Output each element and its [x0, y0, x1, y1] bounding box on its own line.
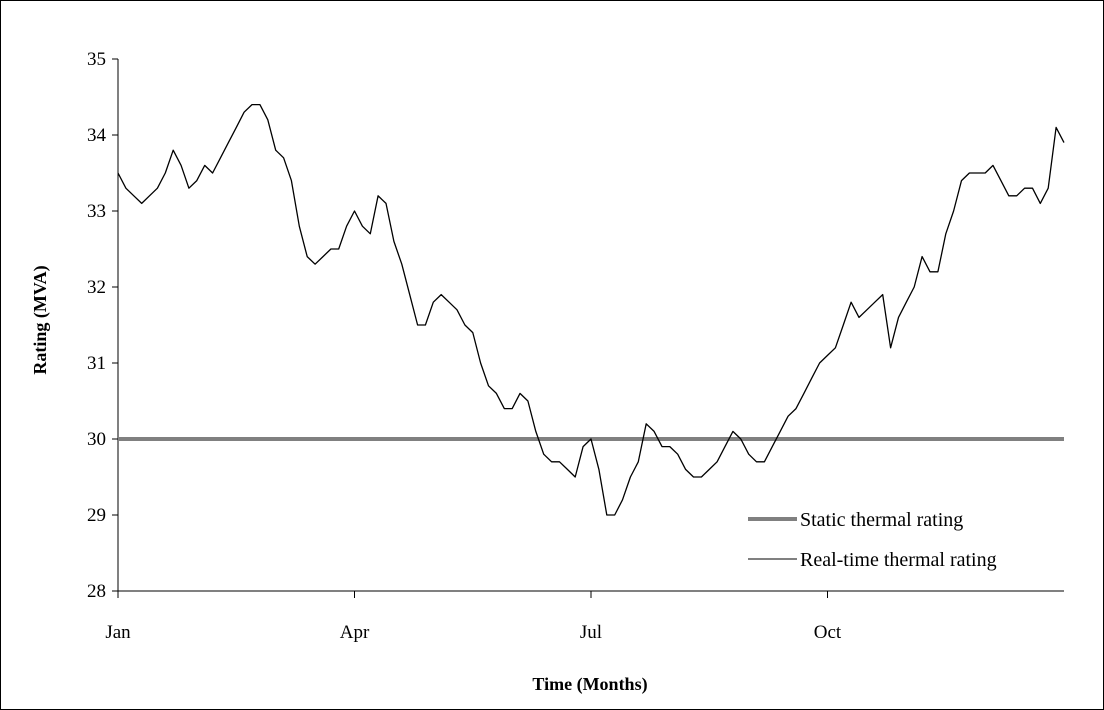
x-tick-label: Apr	[340, 622, 370, 643]
y-tick-label: 28	[87, 581, 106, 602]
y-tick-label: 32	[87, 277, 106, 298]
legend-label-realtime: Real-time thermal rating	[800, 549, 997, 571]
y-axis-ticks: 28 29 30 31 32 33 34 35	[87, 49, 118, 602]
x-axis-ticks: Jan Apr Jul Oct	[105, 591, 842, 643]
x-tick-label: Jan	[105, 622, 131, 643]
y-tick-label: 30	[87, 429, 106, 450]
y-tick-label: 31	[87, 353, 106, 374]
y-tick-label: 35	[87, 49, 106, 70]
plot-area: 28 29 30 31 32 33 34 35 Jan Apr Jul Oct	[87, 49, 1065, 643]
x-tick-label: Jul	[580, 622, 602, 643]
real-time-thermal-rating-line	[117, 103, 1065, 516]
legend-label-static: Static thermal rating	[800, 509, 963, 531]
y-tick-label: 34	[87, 125, 107, 146]
y-tick-label: 33	[87, 201, 106, 222]
y-tick-label: 29	[87, 505, 106, 526]
series-group	[117, 103, 1065, 516]
y-axis-title: Rating (MVA)	[30, 265, 51, 374]
x-tick-label: Oct	[814, 622, 842, 643]
legend: Static thermal rating Real-time thermal …	[748, 509, 997, 571]
x-axis-title: Time (Months)	[532, 674, 647, 695]
